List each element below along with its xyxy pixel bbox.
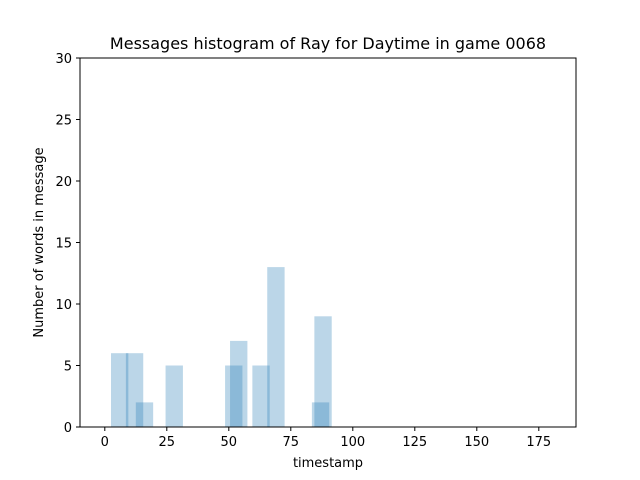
bars-group xyxy=(111,267,332,427)
x-tick-label-4: 100 xyxy=(340,435,365,450)
y-tick-label-3: 15 xyxy=(55,237,72,252)
plot-area-frame xyxy=(79,57,577,428)
histogram-bar-1 xyxy=(125,353,144,427)
x-tick-label-1: 25 xyxy=(159,435,176,450)
y-tick-label-2: 10 xyxy=(55,298,72,313)
x-tick-label-2: 50 xyxy=(221,435,238,450)
histogram-bar-5 xyxy=(230,340,248,427)
histogram-bar-9 xyxy=(314,316,332,427)
y-axis-label: Number of words in message xyxy=(32,147,47,337)
x-tick-label-6: 150 xyxy=(464,435,489,450)
y-tick-label-1: 5 xyxy=(64,360,72,375)
x-axis-ticks: 0 25 50 75 100 125 150 175 xyxy=(101,427,551,450)
x-axis-label: timestamp xyxy=(293,456,363,471)
histogram-bar-7 xyxy=(267,267,285,427)
y-tick-label-5: 25 xyxy=(55,114,72,129)
histogram-bar-8 xyxy=(311,402,330,427)
x-tick-label-0: 0 xyxy=(101,435,109,450)
histogram-bar-0 xyxy=(111,353,129,427)
histogram-bar-4 xyxy=(225,365,243,427)
y-tick-label-4: 20 xyxy=(55,175,72,190)
histogram-bar-3 xyxy=(165,365,183,427)
x-tick-label-7: 175 xyxy=(526,435,551,450)
chart-title: Messages histogram of Ray for Daytime in… xyxy=(110,34,546,53)
x-tick-label-5: 125 xyxy=(402,435,427,450)
y-tick-label-6: 30 xyxy=(55,52,72,67)
y-axis-ticks: 0 5 10 15 20 25 30 xyxy=(55,52,80,436)
histogram-bar-6 xyxy=(252,365,270,427)
x-tick-label-3: 75 xyxy=(283,435,300,450)
histogram-bar-2 xyxy=(135,402,154,427)
y-tick-label-0: 0 xyxy=(64,421,72,436)
